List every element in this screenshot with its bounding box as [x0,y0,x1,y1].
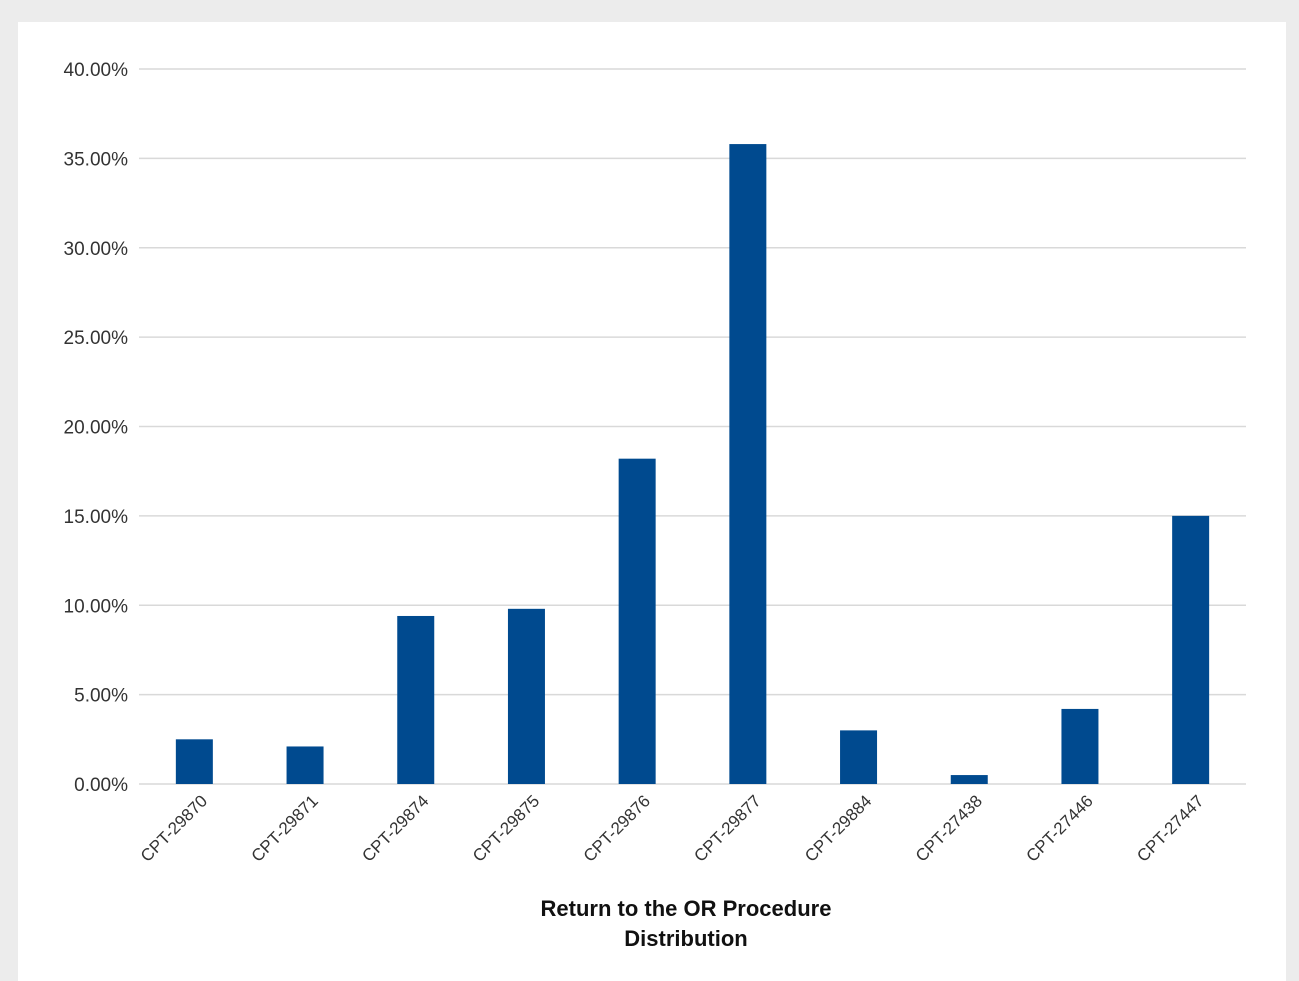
x-axis-tick-labels: CPT-29870 CPT-29871 CPT-29874 CPT-29875 CPT-… [137,791,1208,865]
y-tick-label: 25.00% [64,328,129,349]
bar [1172,515,1210,784]
x-tick-label: CPT-29876 [580,791,654,865]
bar [618,458,656,784]
x-tick-label: CPT-29877 [690,791,764,865]
x-tick-label: CPT-27446 [1023,791,1097,865]
x-tick-label: CPT-29875 [469,791,543,865]
x-tick-label: CPT-29870 [137,791,211,865]
bar-chart: 0.00% 5.00% 10.00% 15.00% 20.00% 25.00% 30.00%… [64,60,1246,951]
x-tick-label: CPT-27447 [1133,791,1207,865]
y-tick-label: 0.00% [74,775,128,796]
bars [175,144,1210,784]
y-tick-label: 15.00% [64,507,129,528]
gridlines [139,68,1246,785]
bar [175,739,213,784]
bar [1061,708,1099,784]
bar [729,144,767,784]
x-tick-label: CPT-27438 [912,791,986,865]
y-axis-tick-labels: 0.00% 5.00% 10.00% 15.00% 20.00% 25.00% 30.00%… [64,60,129,796]
y-tick-label: 20.00% [64,418,129,439]
x-tick-label: CPT-29874 [358,791,432,865]
bar [397,615,435,784]
y-tick-label: 35.00% [64,149,129,170]
y-tick-label: 40.00% [64,60,129,81]
bar [507,608,545,784]
bar [286,746,324,784]
x-tick-label: CPT-29884 [801,791,875,865]
y-tick-label: 10.00% [64,596,129,617]
bar [950,775,988,784]
chart-panel: 0.00% 5.00% 10.00% 15.00% 20.00% 25.00% 30.00%… [18,22,1286,981]
y-tick-label: 30.00% [64,239,129,260]
x-axis-title-line-1: Return to the OR Procedure [541,896,832,921]
y-tick-label: 5.00% [74,686,128,707]
x-tick-label: CPT-29871 [248,791,322,865]
bar [840,730,878,784]
x-axis-title-line-2: Distribution [624,926,747,951]
